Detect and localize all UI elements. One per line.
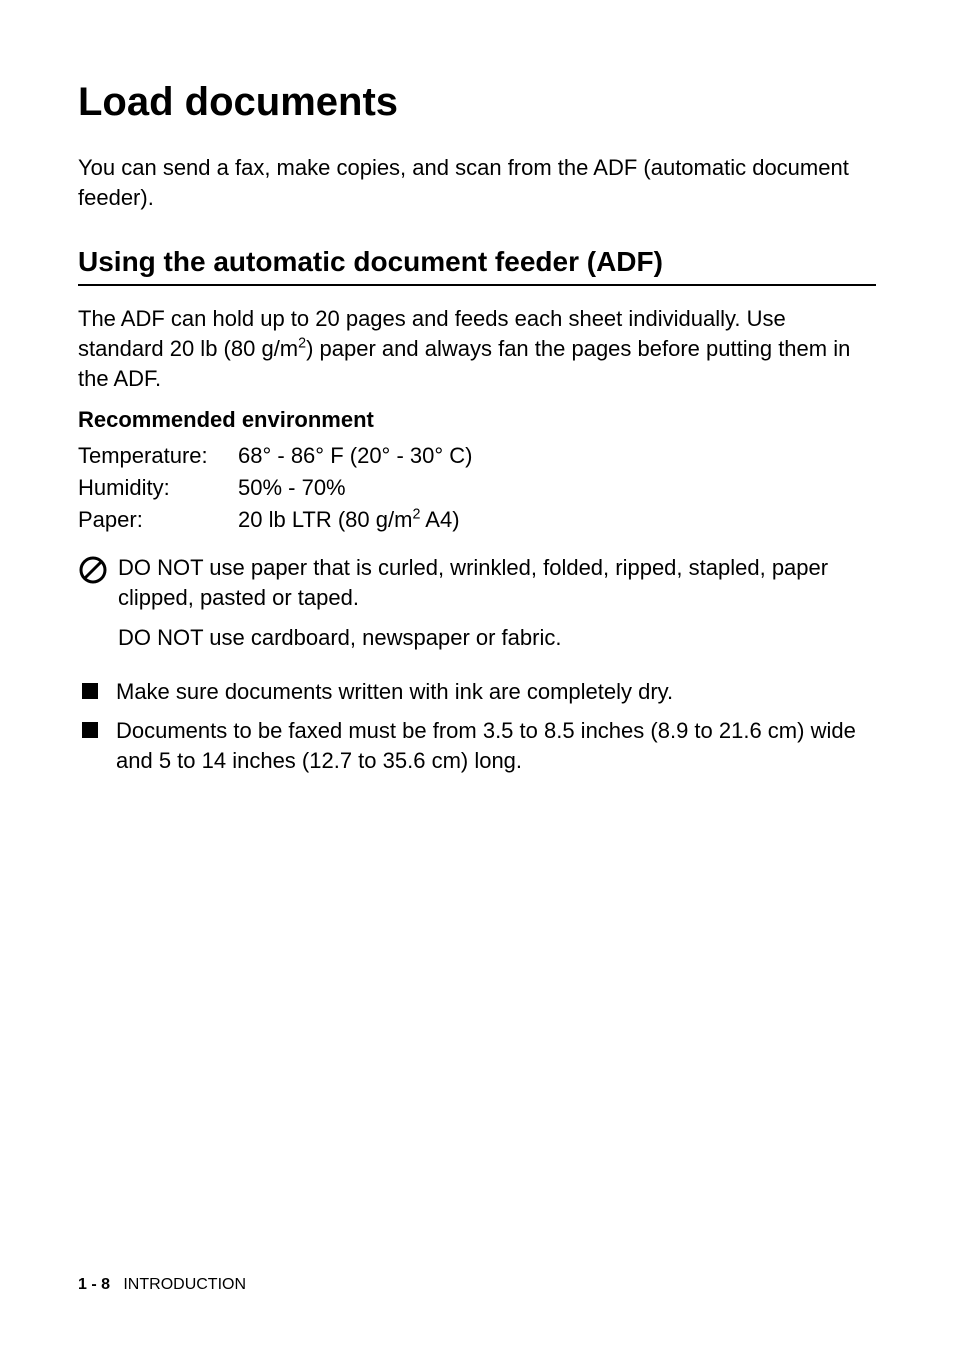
env-value-humidity: 50% - 70% — [238, 475, 876, 501]
env-paper-post: A4) — [420, 507, 459, 532]
prohibit-note-text: DO NOT use paper that is curled, wrinkle… — [118, 553, 876, 662]
list-item: Make sure documents written with ink are… — [78, 677, 876, 707]
square-bullet-icon — [82, 683, 98, 699]
env-label-temperature: Temperature: — [78, 443, 238, 469]
page-number: 1 - 8 — [78, 1276, 110, 1293]
adf-description: The ADF can hold up to 20 pages and feed… — [78, 304, 876, 393]
note-line-1: DO NOT use paper that is curled, wrinkle… — [118, 553, 876, 612]
page: Load documents You can send a fax, make … — [0, 0, 954, 1352]
env-paper-pre: 20 lb LTR (80 g/m — [238, 507, 412, 532]
environment-table: Temperature: 68° - 86° F (20° - 30° C) H… — [78, 443, 876, 533]
list-item: Documents to be faxed must be from 3.5 t… — [78, 716, 876, 775]
heading-recommended-environment: Recommended environment — [78, 407, 876, 433]
square-bullet-icon — [82, 722, 98, 738]
intro-paragraph: You can send a fax, make copies, and sca… — [78, 153, 876, 212]
page-footer: 1 - 8 INTRODUCTION — [78, 1276, 246, 1294]
section-title: INTRODUCTION — [123, 1276, 246, 1293]
env-label-humidity: Humidity: — [78, 475, 238, 501]
env-value-temperature: 68° - 86° F (20° - 30° C) — [238, 443, 876, 469]
env-label-paper: Paper: — [78, 507, 238, 533]
superscript-2: 2 — [298, 336, 306, 352]
bullet-list: Make sure documents written with ink are… — [78, 677, 876, 776]
prohibit-icon — [78, 555, 108, 585]
bullet-text: Documents to be faxed must be from 3.5 t… — [116, 716, 876, 775]
note-line-2: DO NOT use cardboard, newspaper or fabri… — [118, 623, 876, 653]
bullet-text: Make sure documents written with ink are… — [116, 677, 673, 707]
heading-using-adf: Using the automatic document feeder (ADF… — [78, 246, 876, 286]
env-value-paper: 20 lb LTR (80 g/m2 A4) — [238, 507, 876, 533]
heading-load-documents: Load documents — [78, 80, 876, 125]
prohibit-note: DO NOT use paper that is curled, wrinkle… — [78, 553, 876, 662]
